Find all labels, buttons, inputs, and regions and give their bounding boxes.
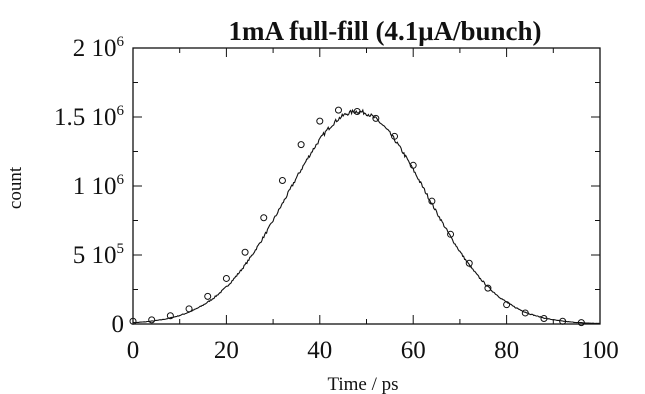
data-point-marker [503,301,511,309]
x-tick-label: 20 [214,337,239,364]
data-point-marker [241,248,249,256]
data-point-marker [316,117,324,125]
data-point-marker [353,107,361,115]
data-point-marker [391,132,399,140]
data-point-marker [465,259,473,267]
data-point-marker [260,214,268,222]
data-point-marker [559,317,567,325]
y-axis-label: count [5,166,26,209]
plot-frame [132,47,601,325]
data-point-marker [222,274,230,282]
x-tick-label: 40 [307,337,332,364]
x-tick-label: 0 [127,337,140,364]
chart-title: 1mA full-fill (4.1μA/bunch) [228,16,541,46]
data-point-marker [521,309,529,317]
y-tick-label: 0 [112,311,125,338]
x-tick-labels: 0 20 40 60 80 100 [127,337,619,364]
series-markers [129,106,585,327]
y-tick-label: 1.5 106 [54,103,125,131]
y-tick-label: 2 106 [73,34,125,62]
data-point-marker [166,312,174,320]
x-tick-label: 80 [494,337,519,364]
data-point-marker [185,305,193,313]
x-tick-label: 60 [401,337,426,364]
data-point-marker [372,114,380,122]
x-axis-label: Time / ps [327,374,398,394]
data-point-marker [129,317,137,325]
axis-ticks [132,47,601,325]
data-point-marker [278,176,286,184]
data-point-marker [148,316,156,324]
data-point-marker [428,197,436,205]
data-point-marker [297,141,305,149]
data-point-marker [409,161,417,169]
series-line [132,108,601,325]
x-tick-label: 100 [581,337,619,364]
y-tick-label: 1 106 [73,172,125,200]
data-point-marker [334,106,342,114]
y-tick-labels: 0 5 105 1 106 1.5 106 2 106 [54,34,125,338]
data-point-marker [204,292,212,300]
data-point-marker [540,314,548,322]
data-point-marker [447,230,455,238]
data-point-marker [577,319,585,327]
data-point-marker [484,284,492,292]
y-tick-label: 5 105 [73,241,124,269]
